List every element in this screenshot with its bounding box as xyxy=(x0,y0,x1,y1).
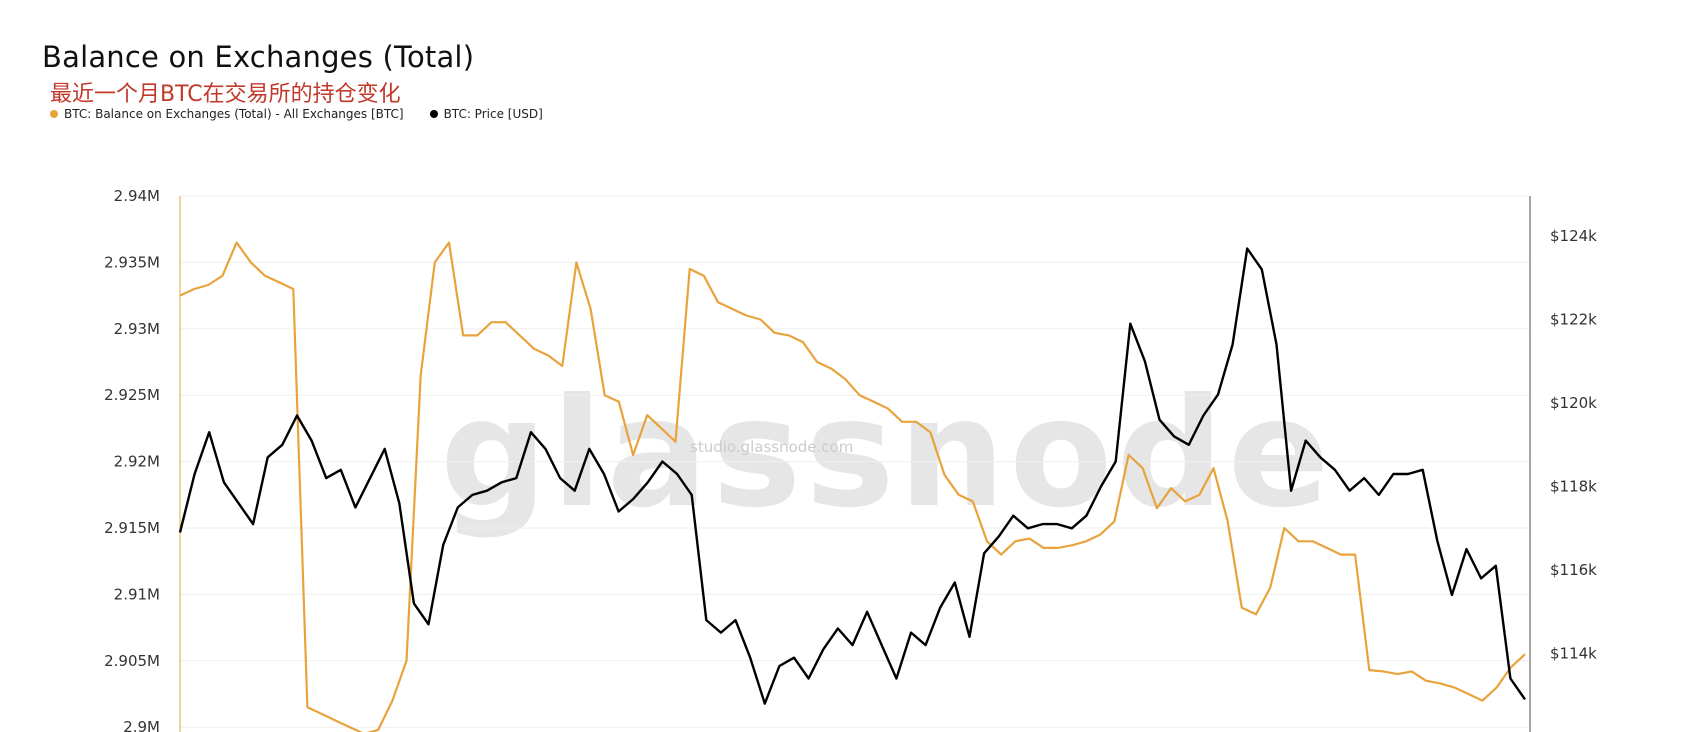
series-group xyxy=(178,241,1526,732)
legend: BTC: Balance on Exchanges (Total) - All … xyxy=(50,107,543,121)
left-tick-label: 2.925M xyxy=(104,386,160,404)
right-tick-label: $122k xyxy=(1550,311,1597,329)
legend-dot-balance xyxy=(50,110,58,118)
chart-title: Balance on Exchanges (Total) xyxy=(42,40,475,74)
legend-label-price: BTC: Price [USD] xyxy=(443,107,543,121)
legend-dot-price xyxy=(429,110,438,118)
right-tick-label: $116k xyxy=(1550,561,1597,579)
watermark-text: glassnode xyxy=(440,367,1334,541)
right-tick-label: $118k xyxy=(1550,478,1597,496)
left-tick-label: 2.935M xyxy=(104,253,160,271)
left-tick-label: 2.905M xyxy=(104,652,160,670)
watermark-url: studio.glassnode.com xyxy=(690,438,853,456)
left-tick-label: 2.9M xyxy=(123,718,160,732)
legend-label-balance: BTC: Balance on Exchanges (Total) - All … xyxy=(64,107,404,121)
legend-item-price[interactable]: BTC: Price [USD] xyxy=(429,107,543,121)
series-line-balance xyxy=(179,241,1526,732)
left-tick-label: 2.94M xyxy=(114,187,160,205)
left-tick-label: 2.93M xyxy=(114,320,160,338)
chart-subtitle: 最近一个月BTC在交易所的持仓变化 xyxy=(50,82,401,107)
grid xyxy=(180,195,1530,728)
right-tick-label: $124k xyxy=(1550,227,1597,245)
left-axis-ticks: 2.94M 2.935M 2.93M 2.925M 2.92M 2.915M 2.91M 2.… xyxy=(104,187,160,732)
right-tick-label: $120k xyxy=(1550,394,1597,412)
left-tick-label: 2.92M xyxy=(114,453,160,471)
right-axis-ticks: $124k $122k $120k $118k $116k $114k xyxy=(1550,227,1597,663)
legend-item-balance[interactable]: BTC: Balance on Exchanges (Total) - All … xyxy=(50,107,404,121)
watermark: glassnode studio.glassnode.com xyxy=(440,367,1334,541)
left-tick-label: 2.91M xyxy=(114,585,160,603)
right-tick-label: $114k xyxy=(1550,645,1597,663)
series-line-price xyxy=(178,247,1526,705)
left-tick-label: 2.915M xyxy=(104,519,160,537)
